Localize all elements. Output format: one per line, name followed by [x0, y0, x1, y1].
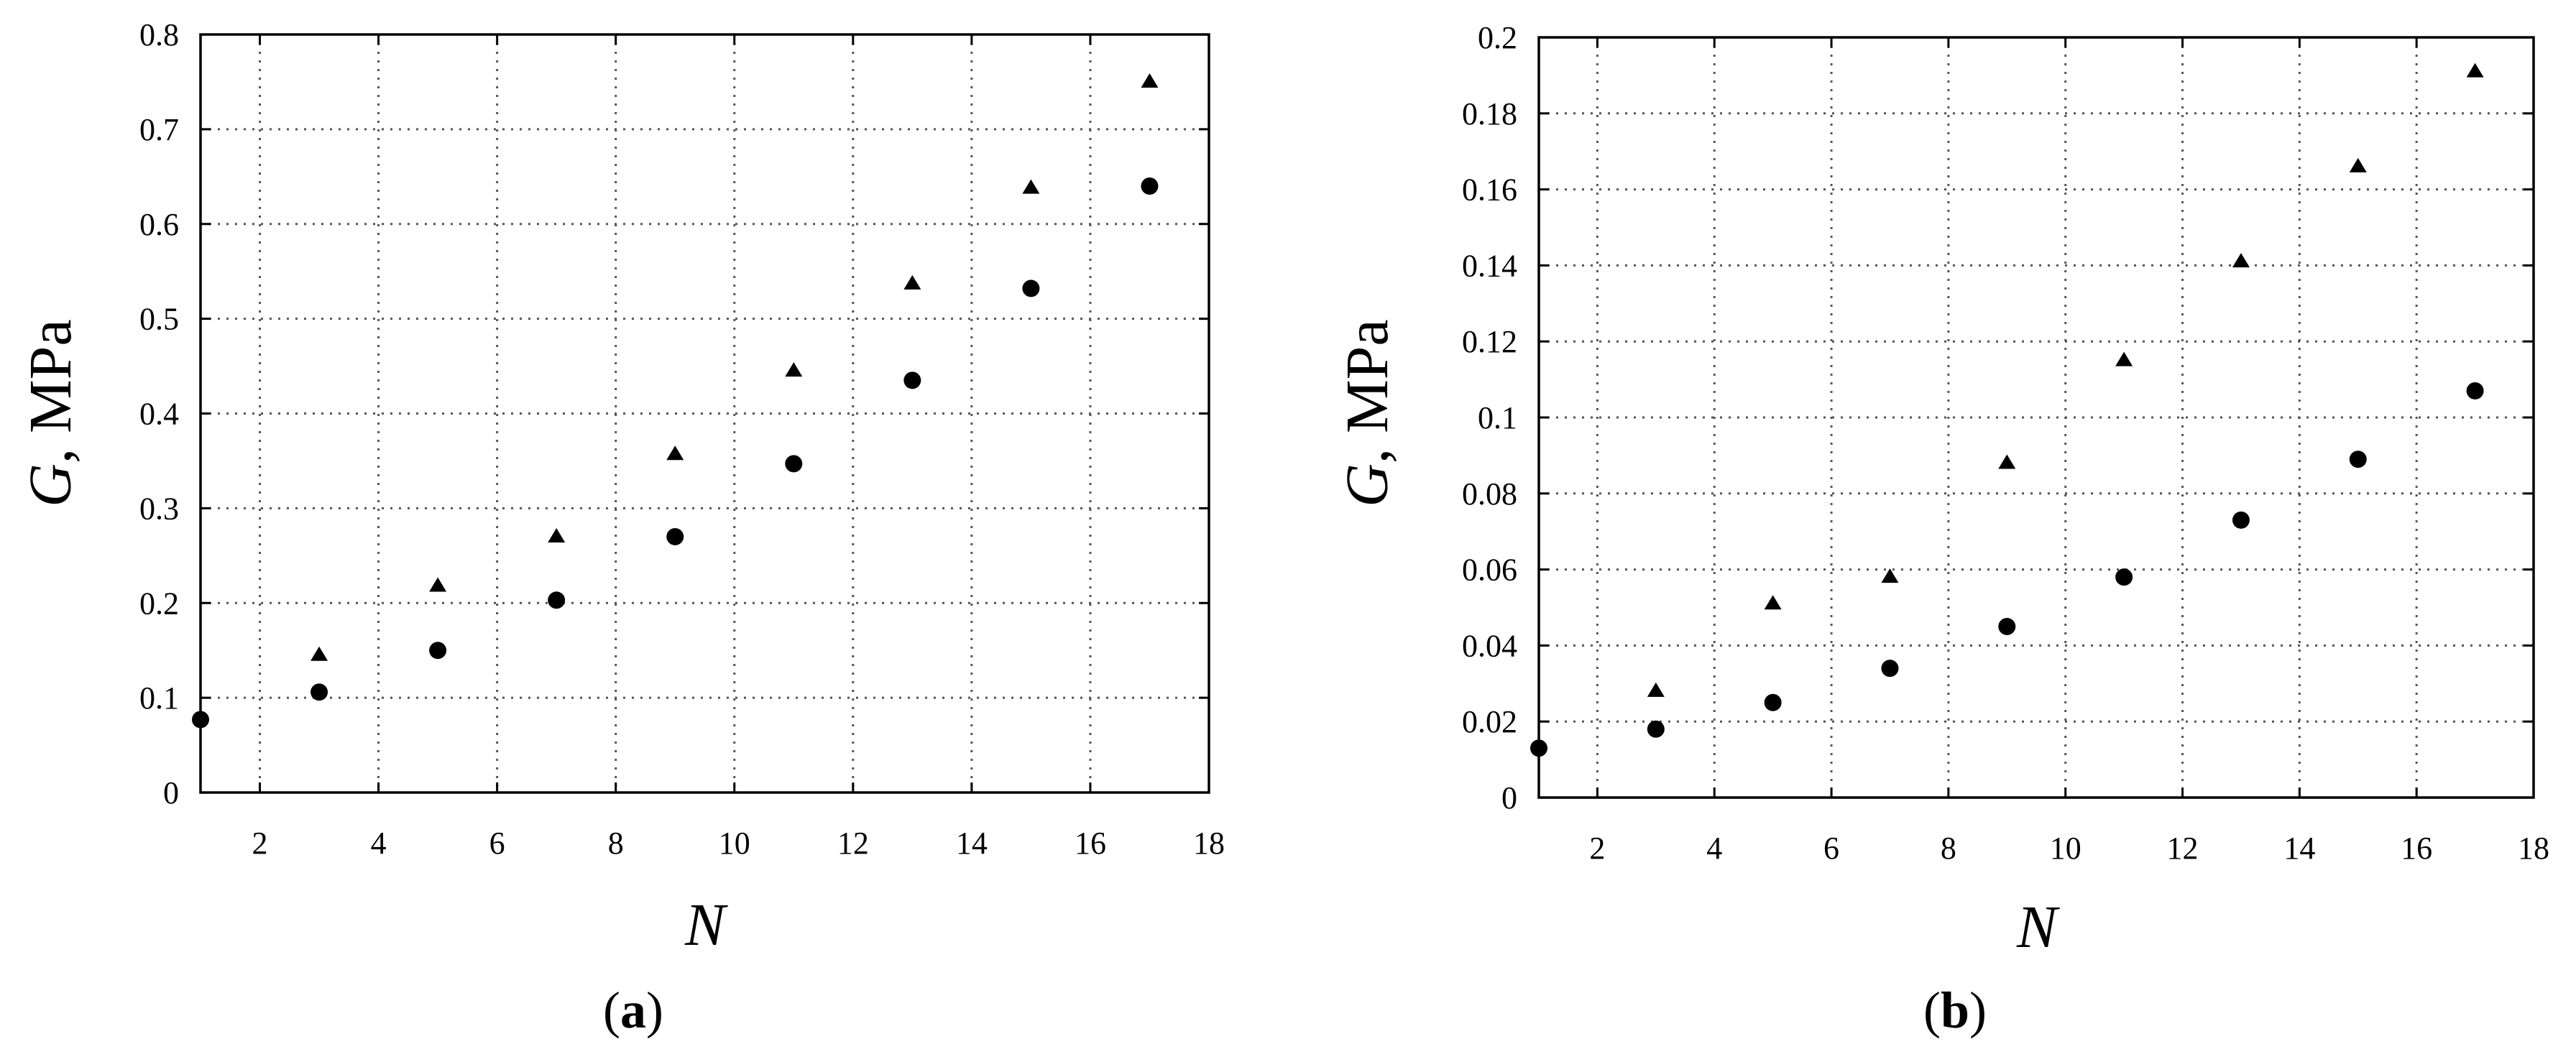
data-point-triangle [310, 646, 328, 661]
x-tick-label: 12 [2167, 831, 2199, 866]
data-point-circle [1998, 617, 2016, 635]
data-point-circle [1647, 720, 1665, 738]
y-tick-label: 0.12 [1462, 324, 1517, 359]
data-point-triangle [1998, 454, 2016, 469]
x-tick-label: 18 [1193, 826, 1225, 861]
x-tick-label: 6 [1823, 831, 1839, 866]
y-tick-label: 0.08 [1462, 476, 1517, 512]
x-tick-label: 10 [719, 826, 750, 861]
y-tick-label: 0.18 [1462, 96, 1517, 131]
caption-letter: a [620, 981, 646, 1039]
data-point-circle [2115, 568, 2133, 586]
y-tick-label: 0.6 [139, 207, 179, 242]
x-axis-label: N [684, 892, 728, 958]
x-tick-label: 4 [1706, 831, 1722, 866]
chart-panel-b: 2 4 6 8 10 12 14 16 18 0 0.02 0.04 0.06 0.08 0.1 0.12 0.… [1334, 20, 2549, 1039]
x-tick-label: 2 [1589, 831, 1605, 866]
data-point-circle [785, 455, 803, 473]
x-tick-label: 2 [252, 826, 268, 861]
x-tick-label: 10 [2050, 831, 2082, 866]
data-point-circle [1881, 660, 1899, 678]
data-point-triangle [1022, 179, 1040, 194]
y-axis-label: G, MPa [1334, 319, 1401, 507]
data-point-circle [666, 527, 684, 545]
y-axis-symbol: G [17, 463, 84, 507]
data-point-triangle [1881, 568, 1899, 583]
caption-close-paren: ) [646, 981, 663, 1039]
data-point-circle [1764, 693, 1782, 711]
y-tick-label: 0.06 [1462, 553, 1517, 588]
data-point-circle [1022, 280, 1040, 297]
data-point-triangle [785, 362, 803, 377]
x-tick-label: 4 [371, 826, 387, 861]
y-tick-label: 0.5 [139, 302, 179, 337]
y-tick-label: 0 [1501, 780, 1517, 816]
data-point-circle [310, 683, 328, 701]
data-point-triangle [903, 274, 921, 290]
y-axis-unit: , MPa [1334, 319, 1401, 463]
data-point-circle [1530, 739, 1547, 757]
x-tick-label: 14 [2283, 831, 2315, 866]
data-point-circle [429, 642, 447, 660]
y-tick-label: 0.1 [1478, 400, 1517, 435]
data-point-triangle [666, 445, 684, 461]
panel-caption: (a) [603, 981, 663, 1039]
x-tick-label: 6 [489, 826, 505, 861]
y-tick-label: 0.3 [139, 491, 179, 526]
data-point-triangle [1764, 595, 1782, 610]
data-point-circle [2232, 511, 2250, 529]
data-point-circle [192, 711, 209, 729]
panel-caption: (b) [1923, 981, 1987, 1039]
plot-frame [199, 33, 1210, 794]
x-axis-label: N [2016, 894, 2060, 961]
y-tick-label: 0.7 [139, 112, 179, 147]
data-point-triangle [2349, 157, 2367, 172]
data-point-circle [2466, 382, 2484, 399]
y-tick-label: 0.16 [1462, 172, 1517, 208]
x-tick-label: 8 [1941, 831, 1956, 866]
y-axis-unit: , MPa [17, 319, 84, 463]
y-tick-label: 0.8 [139, 17, 179, 52]
data-point-triangle [2466, 63, 2484, 78]
y-axis-symbol: G [1334, 463, 1401, 507]
x-tick-label: 18 [2518, 831, 2549, 866]
y-tick-label: 0.2 [139, 586, 179, 621]
caption-letter: b [1941, 981, 1969, 1039]
data-point-circle [903, 371, 921, 389]
x-tick-label: 12 [837, 826, 869, 861]
y-axis-label: G, MPa [17, 319, 84, 507]
x-tick-label: 16 [2401, 831, 2432, 866]
x-tick-label: 16 [1075, 826, 1106, 861]
data-point-triangle [429, 577, 447, 592]
data-point-triangle [2232, 253, 2250, 268]
data-point-triangle [548, 527, 566, 542]
x-tick-label: 14 [956, 826, 988, 861]
data-point-circle [548, 591, 566, 609]
y-tick-label: 0.1 [139, 680, 179, 716]
data-point-circle [2349, 451, 2367, 468]
caption-open-paren: ( [1923, 981, 1941, 1039]
y-tick-label: 0 [163, 775, 179, 810]
x-tick-label: 8 [608, 826, 624, 861]
y-tick-label: 0.04 [1462, 628, 1517, 663]
data-point-triangle [2115, 351, 2133, 366]
y-tick-label: 0.4 [139, 397, 179, 432]
y-tick-label: 0.14 [1462, 248, 1517, 283]
data-point-triangle [1647, 682, 1665, 697]
data-point-circle [1141, 177, 1159, 195]
y-tick-label: 0.02 [1462, 704, 1517, 739]
chart-panel-a: 2 4 6 8 10 12 14 16 18 0 0.1 0.2 0.3 0.4 0.5 0.6 0.7 0.8 G… [17, 17, 1225, 1039]
caption-close-paren: ) [1969, 981, 1987, 1039]
caption-open-paren: ( [603, 981, 620, 1039]
y-tick-label: 0.2 [1478, 20, 1517, 55]
data-point-triangle [1141, 73, 1159, 88]
